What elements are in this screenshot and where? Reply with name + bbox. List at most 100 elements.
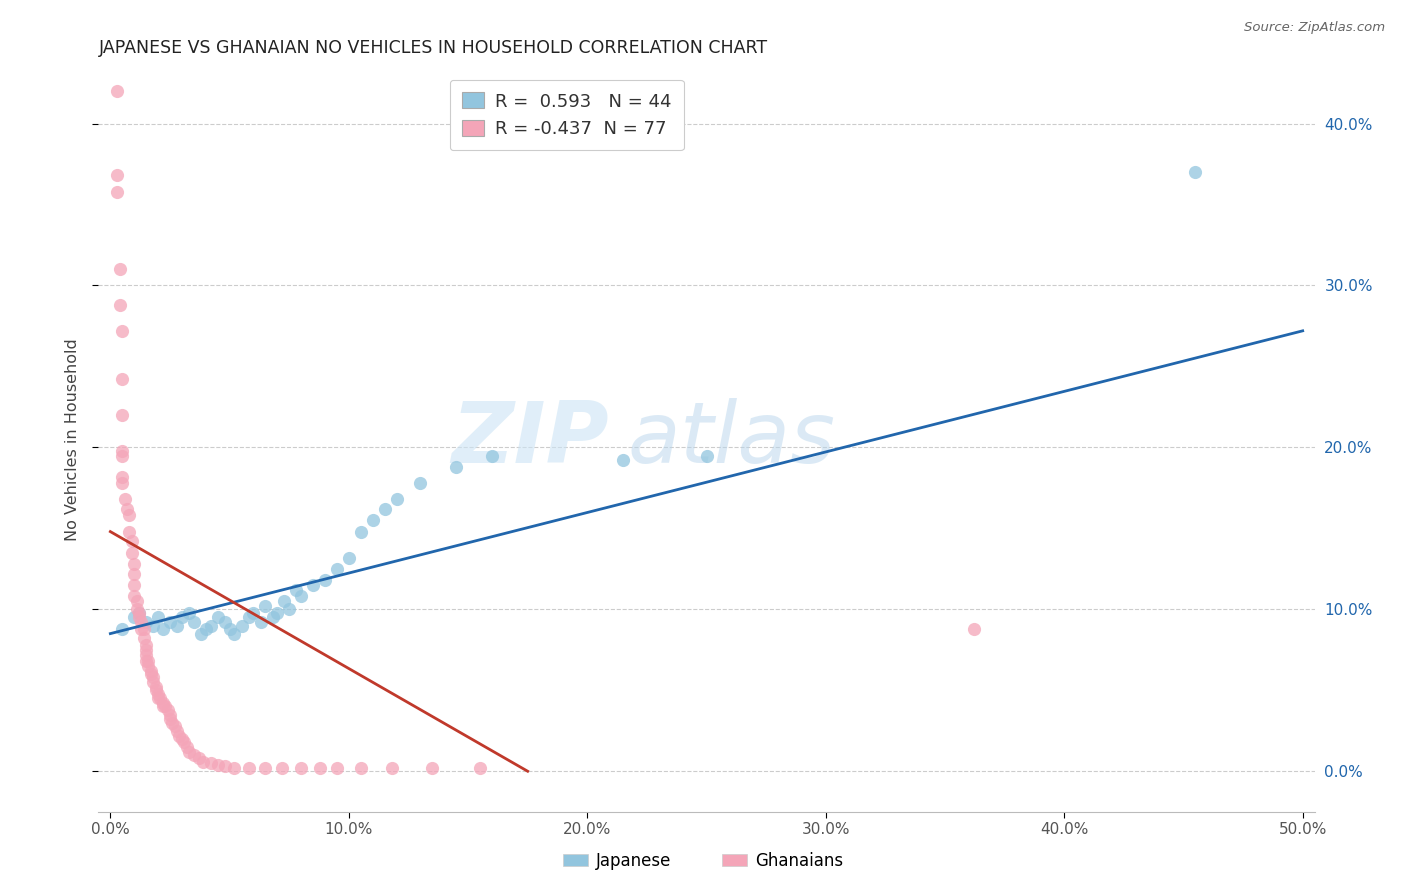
Point xyxy=(146,686,169,700)
Point xyxy=(139,667,162,681)
Point xyxy=(166,723,188,738)
Point xyxy=(122,557,145,571)
Point xyxy=(207,610,229,624)
Point xyxy=(159,713,181,727)
Point xyxy=(135,615,157,630)
Point xyxy=(200,756,222,771)
Point xyxy=(111,443,134,458)
Point xyxy=(1184,165,1206,179)
Point xyxy=(142,618,165,632)
Point xyxy=(131,622,153,636)
Point xyxy=(177,606,200,620)
Point xyxy=(224,761,246,775)
Text: Source: ZipAtlas.com: Source: ZipAtlas.com xyxy=(1244,21,1385,35)
Point xyxy=(135,648,157,662)
Point xyxy=(361,513,384,527)
Legend: R =  0.593   N = 44, R = -0.437  N = 77: R = 0.593 N = 44, R = -0.437 N = 77 xyxy=(450,79,683,151)
Point xyxy=(314,573,336,587)
Point xyxy=(142,675,165,690)
Point xyxy=(231,618,253,632)
Point xyxy=(238,610,260,624)
Point xyxy=(187,751,209,765)
Point xyxy=(302,578,325,592)
Point xyxy=(696,449,718,463)
Point xyxy=(285,582,308,597)
Point xyxy=(138,654,160,668)
Point xyxy=(107,169,129,183)
Point xyxy=(350,524,373,539)
Point xyxy=(111,449,134,463)
Point xyxy=(146,691,169,706)
Point xyxy=(193,755,215,769)
Point xyxy=(190,626,212,640)
Point xyxy=(145,680,167,694)
Point xyxy=(420,761,443,775)
Point xyxy=(107,84,129,98)
Point xyxy=(177,745,200,759)
Point xyxy=(114,492,136,507)
Point xyxy=(145,683,167,698)
Point xyxy=(115,502,138,516)
Point xyxy=(612,453,634,467)
Point xyxy=(170,731,193,746)
Point xyxy=(118,508,141,523)
Point xyxy=(262,610,284,624)
Point xyxy=(152,622,174,636)
Point xyxy=(214,615,236,630)
Point xyxy=(962,622,984,636)
Point xyxy=(153,699,176,714)
Point xyxy=(121,546,143,560)
Point xyxy=(111,324,134,338)
Point xyxy=(122,566,145,581)
Point xyxy=(128,606,150,620)
Point xyxy=(135,638,157,652)
Point xyxy=(326,761,349,775)
Point xyxy=(159,615,181,630)
Point xyxy=(350,761,373,775)
Point xyxy=(146,610,169,624)
Point xyxy=(162,715,184,730)
Point xyxy=(122,578,145,592)
Point xyxy=(128,610,150,624)
Point xyxy=(200,618,222,632)
Point xyxy=(444,459,467,474)
Point xyxy=(122,610,145,624)
Point xyxy=(249,615,271,630)
Point xyxy=(166,618,188,632)
Point xyxy=(132,622,155,636)
Point xyxy=(108,298,131,312)
Point xyxy=(111,469,134,483)
Y-axis label: No Vehicles in Household: No Vehicles in Household xyxy=(65,338,80,541)
Point xyxy=(107,185,129,199)
Point xyxy=(468,761,491,775)
Point xyxy=(132,632,155,646)
Point xyxy=(271,761,294,775)
Point xyxy=(152,699,174,714)
Point xyxy=(135,642,157,657)
Point xyxy=(381,761,404,775)
Point xyxy=(173,735,195,749)
Point xyxy=(374,502,396,516)
Text: JAPANESE VS GHANAIAN NO VEHICLES IN HOUSEHOLD CORRELATION CHART: JAPANESE VS GHANAIAN NO VEHICLES IN HOUS… xyxy=(98,39,768,57)
Point xyxy=(163,719,186,733)
Text: ZIP: ZIP xyxy=(451,398,609,481)
Point xyxy=(290,590,312,604)
Text: atlas: atlas xyxy=(627,398,835,481)
Point xyxy=(183,747,205,762)
Point xyxy=(481,449,503,463)
Point xyxy=(385,492,408,507)
Point xyxy=(156,703,179,717)
Point xyxy=(159,707,181,722)
Point xyxy=(309,761,332,775)
Point xyxy=(139,664,162,678)
Point xyxy=(170,610,193,624)
Point xyxy=(242,606,264,620)
Point xyxy=(121,534,143,549)
Point xyxy=(176,739,198,754)
Point xyxy=(214,759,236,773)
Point xyxy=(111,408,134,422)
Point xyxy=(169,729,191,743)
Point xyxy=(207,757,229,772)
Point xyxy=(218,622,240,636)
Point xyxy=(138,659,160,673)
